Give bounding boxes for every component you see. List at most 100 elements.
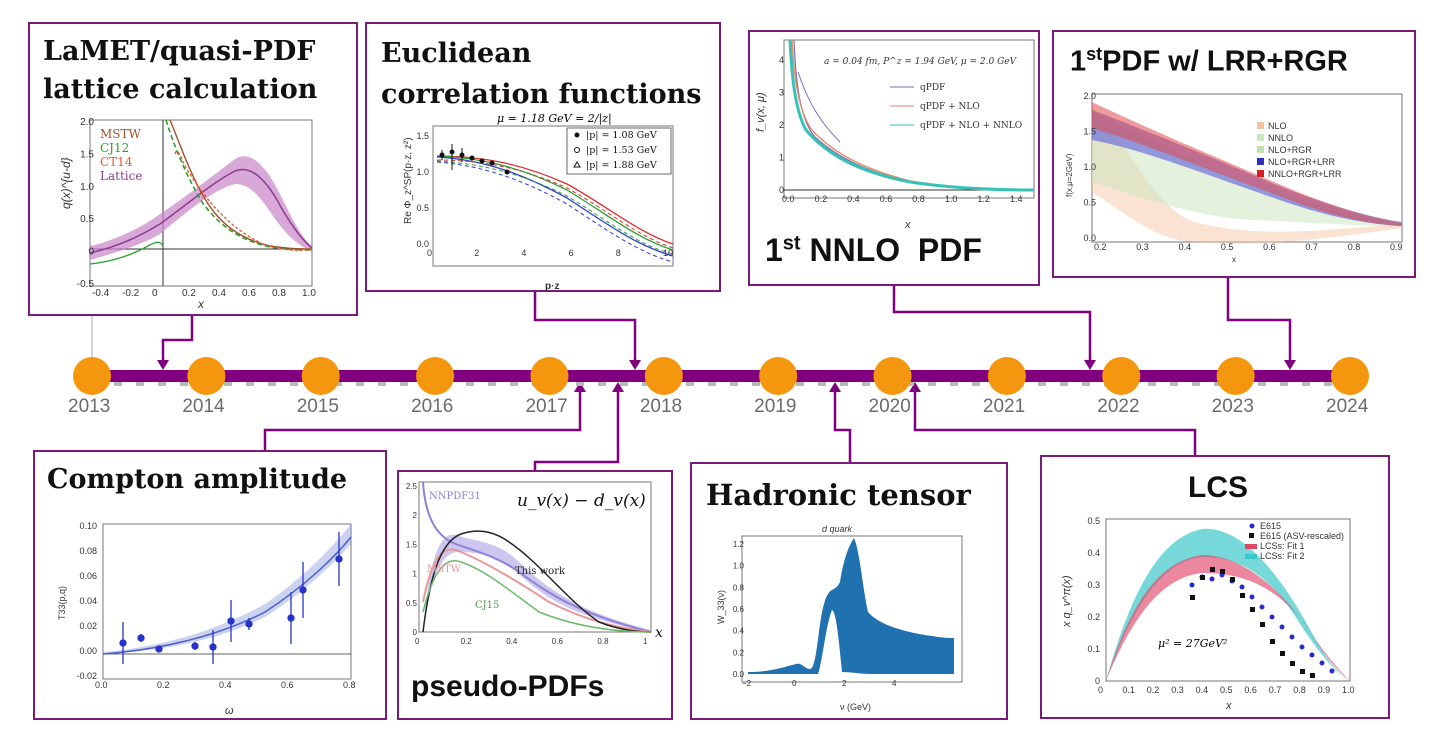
lrr-ytick: 0.0 (1083, 233, 1096, 243)
nnlo-xlabel: x (904, 219, 911, 231)
lamet-title-line2: lattice calculation (43, 74, 318, 105)
year-label-2021: 2021 (982, 396, 1026, 417)
timeline-dot-2024 (1331, 357, 1369, 395)
hadronic-ytick: 0.4 (733, 627, 745, 636)
compton-ytick: 0.06 (79, 571, 97, 581)
compton-ytick: 0.00 (79, 646, 97, 656)
compton-ylabel: T33(p,q) (57, 586, 67, 620)
nnlo-legend-nnlo: qPDF + NLO + NNLO (920, 121, 1022, 131)
nnlo-ytick: 3 (779, 88, 784, 98)
lcs-xlabel: x (1225, 700, 1232, 712)
compton-ytick: -0.02 (76, 671, 97, 681)
timeline-dot-2013 (73, 357, 111, 395)
nnlo-caption-post: NNLO PDF (800, 232, 982, 268)
timeline-dot-2023 (1216, 357, 1255, 395)
lrr-legend-1: NLO (1268, 121, 1287, 131)
lrr-ytick: 1.0 (1083, 162, 1096, 172)
lcs-plot: E615 E615 (ASV-rescaled) LCSs: Fit 1 LCS… (1061, 516, 1355, 712)
lrr-xtick: 0.8 (1348, 242, 1361, 252)
year-label-2022: 2022 (1097, 396, 1140, 417)
pseudo-title: pseudo-PDFs (411, 670, 605, 703)
nnlo-legend-nlo: qPDF + NLO (920, 102, 980, 112)
lcs-xtick: 0.7 (1269, 685, 1282, 695)
euclidean-legend-1: |p| = 1.08 GeV (586, 130, 657, 141)
timeline-dot-2020 (873, 357, 912, 395)
hadronic-ytick: 1.0 (733, 562, 745, 571)
lrr-xlabel: x (1232, 255, 1236, 264)
lrr-legend-3: NLO+RGR (1268, 145, 1312, 155)
pseudo-ytick: 0 (413, 628, 418, 637)
lcs-title: LCS (1188, 471, 1248, 504)
lattice-line (89, 168, 313, 254)
nnlo-xtick: 0.6 (880, 194, 893, 204)
lcs-ylabel: x q_v^π(x) (1061, 575, 1073, 628)
compton-title: Compton amplitude (47, 464, 348, 495)
lattice-band (90, 156, 312, 260)
lrr-xtick: 0.3 (1136, 242, 1149, 252)
euclidean-xtick: 2 (474, 248, 479, 258)
hadronic-title: Hadronic tensor (706, 478, 971, 512)
panel-compton: Compton amplitude T33(p,q) ω 0.0 0.2 0.4 0.… (33, 450, 387, 720)
euclidean-plot: μ = 1.18 GeV = 2/|z| |p| = 1.08 GeV |p| … (403, 112, 674, 292)
timeline-dot-2015 (301, 357, 340, 395)
connector-compton (263, 385, 582, 450)
timeline-dot-2017 (530, 357, 569, 395)
euclidean-xtick: 4 (521, 248, 526, 258)
ct14-curve (174, 150, 313, 251)
panel-lrr: 1stPDF w/ LRR+RGR NLO NNLO NLO+RGR NLO+R… (1052, 30, 1416, 278)
pseudo-ytick: 1.5 (406, 540, 418, 549)
lcs-legend-fit1: LCSs: Fit 1 (1260, 541, 1305, 551)
lamet-ylabel: q(x)^{u-d} (59, 157, 73, 209)
pseudo-xtick: 0 (415, 637, 420, 646)
nnlo-xtick: 0.2 (815, 194, 828, 204)
panel-lamet: LaMET/quasi-PDF lattice calculation q(x)… (28, 22, 358, 316)
lrr-xtick: 0.5 (1221, 242, 1234, 252)
pseudo-label-thiswork: This work (515, 566, 566, 577)
lamet-ytick: 0.5 (80, 214, 94, 225)
pseudo-xtick: 0.2 (461, 637, 473, 646)
nnlo-xtick: 0.0 (782, 194, 795, 204)
nnlo-xtick: 0.8 (912, 194, 925, 204)
compton-plot: T33(p,q) ω 0.0 0.2 0.4 0.6 0.8 0.10 0.08 0.06 0.… (57, 521, 356, 717)
panel-hadronic: Hadronic tensor d quark W_33(ν) ν (GeV) … (690, 462, 1008, 720)
pseudo-label-cj15: CJ15 (475, 600, 499, 611)
euclidean-xtick: 8 (616, 248, 621, 258)
pseudo-xaxis-label: x (655, 625, 663, 641)
euclidean-title-line2: correlation functions (381, 79, 702, 110)
lcs-xtick: 0.4 (1196, 685, 1209, 695)
pseudo-ytick: 2.5 (406, 482, 418, 491)
hadronic-ytick: 1.2 (733, 540, 745, 549)
lamet-ytick: 1.5 (80, 149, 94, 160)
nnlo-plot: a = 0.04 fm, P^z = 1.94 GeV, μ = 2.0 GeV… (755, 39, 1035, 231)
nnlo-caption: 1st NNLO PDF (765, 232, 982, 269)
lamet-xtick: 0 (152, 288, 158, 299)
euclidean-ytick: 0.5 (416, 203, 429, 213)
year-label-2023: 2023 (1211, 396, 1254, 417)
timeline-dot-2021 (987, 357, 1026, 395)
connector-euclidean (533, 292, 637, 366)
lamet-xtick: 1.0 (302, 288, 316, 299)
lrr-legend-2: NNLO (1268, 133, 1293, 143)
nnlo-xtick: 1.4 (1010, 194, 1023, 204)
pseudo-ytick: 2 (413, 511, 418, 520)
lamet-xtick: 0.8 (272, 288, 286, 299)
lrr-legend-4: NLO+RGR+LRR (1268, 157, 1336, 167)
lrr-ylabel: f(x,μ=2GeV) (1065, 153, 1074, 197)
lcs-xtick: 0.8 (1293, 685, 1306, 695)
pseudo-xtick: 0.6 (552, 637, 564, 646)
lcs-ytick: 0.1 (1087, 644, 1100, 654)
connector-hadronic (833, 385, 852, 462)
compton-xtick: 0.2 (157, 680, 170, 690)
euclidean-title-line1: Euclidean (381, 38, 532, 69)
lcs-xtick: 0.6 (1244, 685, 1257, 695)
compton-ytick: 0.02 (79, 621, 97, 631)
hadronic-ytick: 0.2 (733, 648, 745, 657)
nnlo-xtick: 0.4 (847, 194, 860, 204)
year-label-2020: 2020 (868, 396, 911, 417)
lcs-xtick: 0.2 (1147, 685, 1160, 695)
hadronic-xtick: 0 (792, 679, 797, 688)
panel-pseudo: u_v(x) − d_v(x) NNPDF31 MSTW This work C… (397, 470, 673, 720)
lcs-ytick: 0.2 (1087, 612, 1100, 622)
timeline-dot-2022 (1102, 357, 1141, 395)
lamet-xtick: 0.2 (182, 288, 196, 299)
